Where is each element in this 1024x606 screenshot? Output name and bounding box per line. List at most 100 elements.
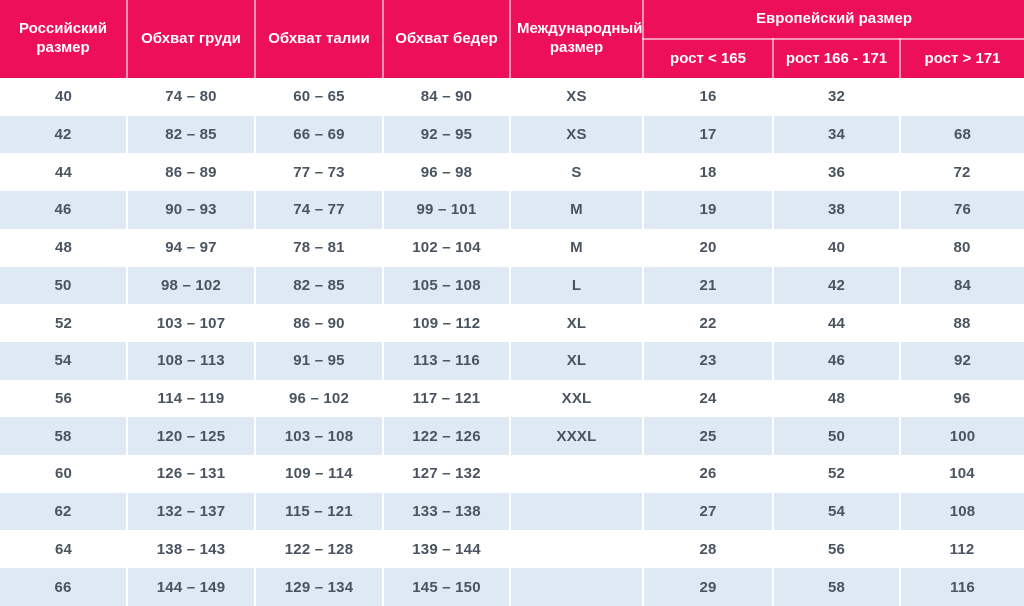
table-cell: 18 <box>699 163 717 181</box>
table-cell: XXL <box>561 389 592 407</box>
table-cell: 21 <box>643 266 774 305</box>
table-cell: 54 <box>773 492 901 531</box>
table-cell: M <box>510 191 644 229</box>
table-cell: 96 – 102 <box>289 389 349 407</box>
table-header: Российский размер Обхват груди Обхват та… <box>0 0 1024 78</box>
table-cell: 68 <box>953 126 972 144</box>
table-cell: 98 – 102 <box>127 266 256 305</box>
table-cell <box>510 530 643 568</box>
table-cell: 52 <box>54 314 73 332</box>
table-cell: 46 <box>0 191 128 229</box>
table-cell <box>510 455 643 493</box>
table-cell: 44 <box>54 163 73 181</box>
table-cell: 48 <box>827 389 846 407</box>
table-cell: 66 <box>0 568 128 606</box>
table-cell: 114 – 119 <box>157 389 225 407</box>
table-cell: 23 <box>643 341 774 380</box>
table-cell: 99 – 101 <box>383 191 511 229</box>
table-cell: 100 <box>949 427 976 445</box>
table-cell: 127 – 132 <box>412 465 481 483</box>
header-height-166-171: рост 166 - 171 <box>773 39 901 78</box>
table-cell: 76 <box>953 201 972 219</box>
table-cell: 90 – 93 <box>127 191 256 229</box>
table-cell: 88 <box>953 314 971 332</box>
table-cell: 52 <box>827 465 846 483</box>
table-cell: L <box>510 266 644 305</box>
table-cell: 58 <box>0 417 128 456</box>
header-hips: Обхват бедер <box>383 0 511 78</box>
table-cell: 77 – 73 <box>293 163 345 181</box>
table-cell: 116 <box>950 578 975 596</box>
table-cell: 94 – 97 <box>165 239 217 257</box>
table-cell: 42 <box>773 266 901 305</box>
table-cell: 122 – 126 <box>383 417 511 456</box>
table-cell: 42 <box>0 115 128 154</box>
table-cell: M <box>570 239 583 257</box>
table-cell <box>510 568 644 606</box>
table-cell: 109 – 112 <box>412 314 481 332</box>
header-european-size-group: Европейский размер <box>643 0 1024 40</box>
table-cell: 126 – 131 <box>156 465 226 483</box>
table-cell: 40 <box>827 239 846 257</box>
table-cell: 62 <box>0 492 128 531</box>
header-chest: Обхват груди <box>127 0 256 78</box>
table-cell: XS <box>566 88 587 106</box>
table-row: 52 103 – 107 86 – 90 109 – 112 XL 22 44 88 <box>0 304 1024 342</box>
table-cell: 86 – 89 <box>165 163 217 181</box>
table-cell: 103 – 108 <box>255 417 384 456</box>
header-height-lt-165: рост < 165 <box>643 39 774 78</box>
table-cell: 120 – 125 <box>127 417 256 456</box>
table-cell: 139 – 144 <box>412 540 481 558</box>
table-cell: 92 – 95 <box>383 115 511 154</box>
table-cell: 92 <box>953 352 972 370</box>
table-row: 42 82 – 85 66 – 69 92 – 95 XS 17 34 68 <box>0 115 1024 154</box>
table-cell: 103 – 107 <box>156 314 226 332</box>
table-cell: 40 <box>54 88 73 106</box>
table-cell: 132 – 137 <box>127 492 256 531</box>
table-cell: 24 <box>699 389 717 407</box>
table-cell: 117 – 121 <box>412 389 481 407</box>
table-cell: XL <box>510 341 644 380</box>
table-row: 46 90 – 93 74 – 77 99 – 101 M 19 38 76 <box>0 191 1024 229</box>
table-cell: 82 – 85 <box>127 115 256 154</box>
table-cell: 80 <box>953 239 971 257</box>
table-cell: 115 – 121 <box>255 492 384 531</box>
table-cell: 78 – 81 <box>293 239 345 257</box>
table-cell: XXXL <box>510 417 644 456</box>
table-cell: 16 <box>699 88 717 106</box>
table-cell: 56 <box>827 540 846 558</box>
table-cell: 108 <box>949 503 976 521</box>
table-cell: 108 – 113 <box>127 341 256 380</box>
table-cell: XS <box>510 115 644 154</box>
table-cell: 50 <box>0 266 128 305</box>
table-cell: 113 – 116 <box>383 341 511 380</box>
table-cell: 25 <box>643 417 774 456</box>
table-cell: 122 – 128 <box>284 540 354 558</box>
table-cell: 48 <box>54 239 73 257</box>
table-cell: 109 – 114 <box>285 465 353 483</box>
table-cell: 86 – 90 <box>293 314 345 332</box>
table-cell: 44 <box>827 314 846 332</box>
table-cell: 58 <box>773 568 901 606</box>
table-cell: 138 – 143 <box>156 540 226 558</box>
table-cell: 60 <box>54 465 73 483</box>
table-cell: 91 – 95 <box>255 341 384 380</box>
table-cell: 96 <box>953 389 971 407</box>
table-cell: 74 – 77 <box>255 191 384 229</box>
table-cell: S <box>571 163 582 181</box>
table-cell: 96 – 98 <box>420 163 473 181</box>
table-row: 64 138 – 143 122 – 128 139 – 144 28 56 112 <box>0 530 1024 569</box>
table-cell <box>900 78 1024 116</box>
table-cell: 104 <box>949 465 975 483</box>
table-cell: 28 <box>699 540 717 558</box>
header-height-gt-171: рост > 171 <box>900 39 1024 78</box>
header-russian-size: Российский размер <box>0 0 128 78</box>
table-cell: 29 <box>643 568 774 606</box>
table-cell: 60 – 65 <box>293 88 345 106</box>
table-cell: 34 <box>773 115 901 154</box>
table-row: 50 98 – 102 82 – 85 105 – 108 L 21 42 84 <box>0 266 1024 305</box>
header-row-sub: рост < 165 рост 166 - 171 рост > 171 <box>0 39 1024 78</box>
header-row-main: Российский размер Обхват груди Обхват та… <box>0 0 1024 78</box>
table-cell: XL <box>566 314 587 332</box>
